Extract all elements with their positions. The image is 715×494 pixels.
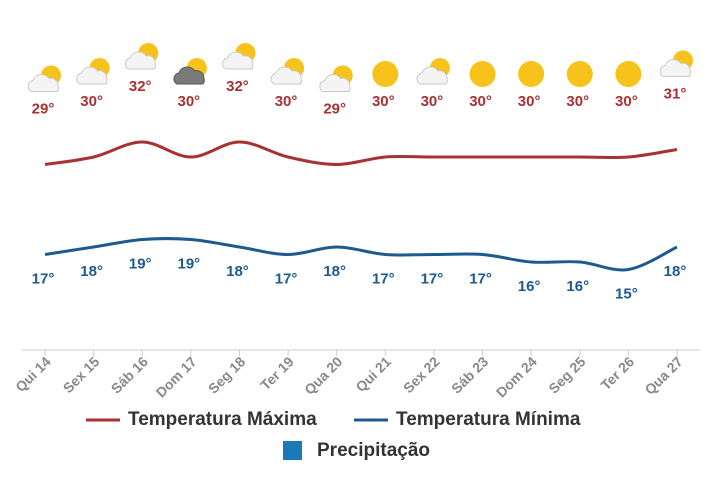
cloud (416, 66, 448, 85)
data-label: 29° (323, 100, 346, 117)
legend-swatch (283, 441, 302, 460)
sun (518, 61, 545, 87)
x-tick-label: Sáb 16 (108, 353, 151, 396)
cloud (173, 66, 205, 85)
weather-icon (173, 58, 207, 85)
weather-icon (518, 61, 545, 87)
data-label: 30° (178, 93, 201, 110)
x-tick-label: Seg 25 (545, 353, 588, 396)
line-series (44, 140, 678, 167)
data-label: 15° (615, 285, 638, 302)
cloud (76, 66, 108, 85)
cloud (659, 59, 691, 77)
data-label: 30° (615, 93, 638, 110)
line-series (44, 237, 678, 272)
x-tick-label: Qua 27 (641, 353, 685, 397)
sun (615, 61, 642, 87)
data-label: 30° (469, 93, 492, 110)
data-label: 31° (664, 85, 687, 102)
cloud (270, 66, 302, 85)
data-label: 18° (323, 263, 346, 280)
data-label: 17° (421, 270, 444, 287)
data-label: 16° (518, 278, 541, 295)
data-label: 18° (80, 263, 103, 280)
sun (566, 61, 593, 87)
data-label: 19° (178, 255, 201, 272)
x-tick-label: Qui 21 (352, 353, 394, 395)
legend-label: Temperatura Mínima (396, 409, 581, 430)
data-label: 30° (566, 93, 589, 110)
cloud (124, 51, 157, 70)
x-tick-label: Sáb 23 (448, 353, 491, 396)
data-label: 17° (469, 270, 492, 287)
x-tick-label: Sex 15 (60, 353, 103, 396)
data-label: 32° (129, 78, 152, 95)
x-tick-label: Seg 18 (205, 353, 248, 396)
x-tick-label: Qua 20 (301, 353, 345, 397)
weather-icon (416, 58, 450, 85)
weather-icon (372, 61, 399, 87)
x-tick-label: Ter 19 (257, 353, 297, 393)
weather-icon (469, 61, 496, 87)
weather-icon (222, 43, 256, 70)
data-label: 29° (32, 100, 55, 117)
data-label: 30° (421, 93, 444, 110)
x-tick-label: Qui 14 (12, 353, 54, 395)
data-label: 17° (275, 270, 298, 287)
data-label: 19° (129, 255, 152, 272)
cloud (27, 74, 59, 92)
x-tick-label: Dom 17 (153, 353, 200, 400)
weather-icon (270, 58, 305, 85)
weather-icon (124, 43, 159, 70)
weather-icon (615, 61, 642, 87)
data-label: 30° (372, 93, 395, 110)
legend-label: Temperatura Máxima (128, 409, 317, 430)
x-tick-label: Dom 24 (493, 353, 540, 400)
x-tick-label: Ter 26 (597, 353, 637, 393)
data-label: 30° (80, 93, 103, 110)
data-label: 32° (226, 78, 249, 95)
sun (469, 61, 496, 87)
weather-icon (27, 65, 61, 92)
cloud (222, 51, 254, 70)
x-tick-label: Sex 22 (400, 353, 443, 396)
data-label: 17° (32, 270, 55, 287)
weather-icon (659, 50, 693, 77)
weather-icon (319, 65, 353, 92)
weather-icon (566, 61, 593, 87)
data-label: 30° (518, 93, 541, 110)
data-label: 17° (372, 270, 395, 287)
cloud (319, 74, 351, 92)
data-label: 30° (275, 93, 298, 110)
data-label: 16° (566, 278, 589, 295)
legend-label: Precipitação (317, 440, 430, 461)
sun (372, 61, 399, 87)
weather-icon (76, 58, 110, 85)
data-label: 18° (664, 263, 687, 280)
data-label: 18° (226, 263, 249, 280)
